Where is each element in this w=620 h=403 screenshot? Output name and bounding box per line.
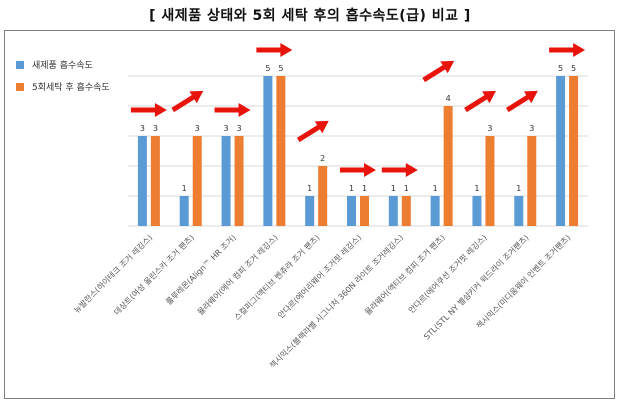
bar-washed (360, 196, 369, 226)
arrow-shape (505, 90, 538, 113)
legend-item-washed: 5회세탁 후 흡수속도 (16, 80, 110, 93)
bar-washed (234, 136, 244, 226)
bar-new (221, 136, 231, 226)
bar-new (179, 196, 189, 226)
legend-swatch-new (16, 60, 24, 69)
bar-new (305, 196, 315, 226)
data-label-washed: 3 (153, 124, 158, 133)
bar-washed (318, 166, 328, 226)
arrow-shape (549, 43, 586, 57)
arrow-up-right-icon (171, 90, 204, 113)
arrow-up-right-icon (505, 90, 538, 113)
legend-label-new: 새제품 흡수속도 (32, 61, 93, 71)
arrow-shape (256, 43, 293, 57)
bar-new (430, 196, 440, 226)
data-label-new: 1 (307, 184, 312, 193)
data-label-new: 1 (433, 184, 438, 193)
legend-item-new: 새제품 흡수속도 (16, 58, 110, 71)
bar-washed (443, 106, 453, 226)
arrow-up-right-icon (296, 120, 329, 143)
category-label: 뮬라웨어(액티브 컴피 조거 팬츠) (363, 232, 448, 317)
arrow-shape (296, 120, 329, 143)
category-label: 스컬피그(액티브 벤츄라 조거 팬츠) (232, 232, 322, 322)
category-label: 뮬라웨어(에어 컴피 조거 레깅스) (195, 232, 280, 317)
category-label: 젝시믹스(미디움웨이 인벤트 조거팬츠) (474, 232, 572, 330)
chart-title: [ 새제품 상태와 5회 세탁 후의 흡수속도(급) 비교 ] (149, 8, 471, 24)
bar-new (137, 136, 147, 226)
bar-washed (150, 136, 160, 226)
data-label-washed: 3 (529, 124, 534, 133)
legend-swatch-washed (16, 82, 24, 91)
arrow-right-icon (256, 43, 293, 57)
bar-new (556, 76, 566, 226)
legend-label-washed: 5회세탁 후 흡수속도 (32, 83, 110, 93)
data-label-washed: 3 (195, 124, 200, 133)
bar-washed (527, 136, 537, 226)
bar-new (263, 76, 273, 226)
arrow-right-icon (130, 103, 167, 117)
bar-new (347, 196, 356, 226)
data-label-new: 5 (558, 64, 563, 73)
data-label-washed: 1 (404, 184, 409, 193)
bar-washed (276, 76, 286, 226)
bar-new (388, 196, 398, 226)
data-label-washed: 5 (571, 64, 576, 73)
data-label-new: 3 (140, 124, 145, 133)
bar-washed (192, 136, 202, 226)
data-label-new: 5 (265, 64, 270, 73)
data-label-new: 1 (516, 184, 521, 193)
arrow-shape (381, 163, 418, 177)
bar-washed (569, 76, 579, 226)
data-label-washed: 3 (236, 124, 241, 133)
legend: 새제품 흡수속도 5회세탁 후 흡수속도 (16, 58, 110, 102)
arrow-up-right-icon (422, 60, 455, 83)
bar-washed (485, 136, 495, 226)
arrow-right-icon (381, 163, 418, 177)
data-label-washed: 3 (487, 124, 492, 133)
arrow-shape (340, 163, 376, 177)
category-label: 데상트(여성 올린스카 조거 팬츠) (112, 232, 197, 317)
arrow-shape (464, 90, 496, 113)
arrow-shape (171, 90, 204, 113)
arrow-right-icon (214, 103, 251, 117)
data-label-new: 1 (474, 184, 479, 193)
data-label-new: 1 (182, 184, 187, 193)
category-label: 안다르(에어쿠션 조거핏 레깅스) (406, 232, 489, 315)
data-label-new: 3 (223, 124, 228, 133)
arrow-shape (130, 103, 167, 117)
arrow-shape (214, 103, 251, 117)
data-label-washed: 5 (278, 64, 283, 73)
arrow-right-icon (549, 43, 586, 57)
category-label: 뉴발란스(하이테크 조거 레깅스) (72, 232, 155, 315)
bar-washed (401, 196, 411, 226)
arrow-up-right-icon (464, 90, 496, 113)
category-label: 안다르(에어리웨어 조거핏 레깅스) (275, 232, 363, 320)
data-label-washed: 2 (320, 154, 325, 163)
data-label-washed: 1 (362, 184, 367, 193)
bar-new (514, 196, 524, 226)
bar-new (472, 196, 482, 226)
data-label-washed: 4 (446, 94, 451, 103)
category-label: 룰루레몬(Align™ HR 조거) (164, 233, 238, 307)
arrow-right-icon (340, 163, 376, 177)
data-label-new: 1 (391, 184, 396, 193)
arrow-shape (422, 60, 455, 83)
data-label-new: 1 (349, 184, 354, 193)
